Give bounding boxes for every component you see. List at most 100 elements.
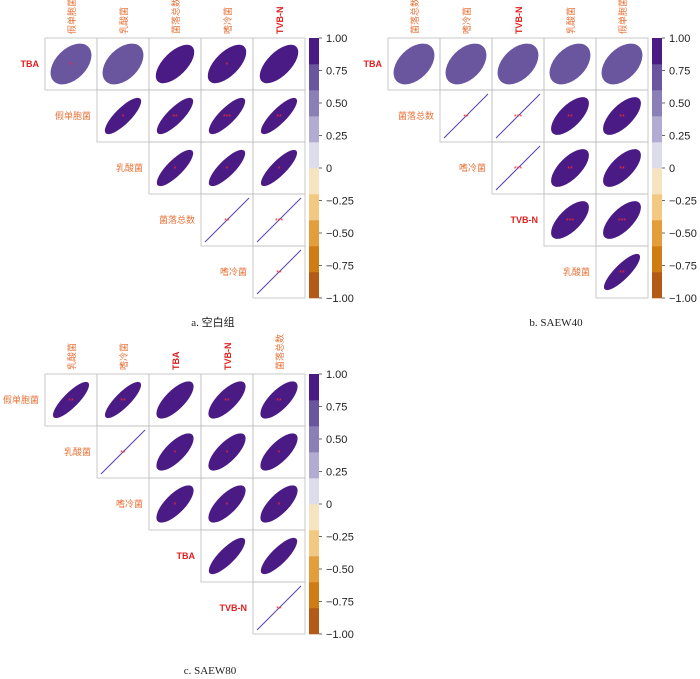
colorbar-tick-label: 0.25	[669, 131, 690, 143]
significance-mark: **	[120, 398, 126, 405]
row-axis-label: 乳酸菌	[116, 162, 143, 173]
panel-caption: a. 空白组	[191, 315, 234, 329]
colorbar-tick-label: −1.00	[669, 293, 697, 305]
correlation-ellipse	[156, 381, 194, 419]
correlation-ellipse	[549, 43, 591, 85]
colorbar: 1.00 0.75 0.50 0.25 0 −0.25 −0.50 −0.75 −1.00	[652, 33, 697, 305]
colorbar-bin	[309, 426, 319, 453]
colorbar-tick-label: −1.00	[326, 629, 354, 641]
top-axis-label: 乳酸菌	[565, 7, 576, 34]
significance-mark: **	[224, 218, 230, 225]
correlation-ellipse	[259, 44, 299, 84]
correlation-ellipse	[208, 433, 246, 471]
significance-mark: **	[224, 398, 230, 405]
correlation-ellipse	[551, 149, 589, 187]
row-axis-label: TBA	[364, 59, 383, 69]
panel-caption: b. SAEW40	[529, 317, 583, 329]
row-axis-label: 假单胞菌	[55, 110, 91, 121]
correlation-ellipse	[156, 97, 194, 135]
correlation-ellipse	[260, 485, 298, 523]
colorbar-bin	[309, 142, 319, 169]
correlation-ellipse	[603, 253, 641, 291]
colorbar-bin	[309, 246, 319, 273]
significance-mark: *	[226, 62, 229, 69]
row-axis-label: TVB-N	[511, 215, 539, 225]
correlation-ellipse	[603, 201, 641, 239]
significance-mark: **	[619, 166, 625, 173]
correlation-ellipse	[603, 149, 641, 187]
colorbar-bin	[309, 452, 319, 479]
correlation-line	[256, 249, 302, 295]
correlation-ellipse	[104, 97, 142, 135]
top-axis-label: 假单胞菌	[66, 0, 77, 34]
correlation-line	[495, 93, 541, 139]
significance-mark: **	[172, 114, 178, 121]
correlation-ellipse	[551, 97, 589, 135]
correlation-ellipse	[260, 149, 298, 187]
top-axis-label: 嗜冷菌	[461, 7, 472, 34]
significance-mark: *	[226, 502, 229, 509]
correlation-ellipse	[104, 381, 142, 419]
correlation-ellipse	[601, 43, 643, 85]
significance-mark: *	[174, 502, 177, 509]
colorbar-tick-label: 0.75	[669, 66, 690, 78]
colorbar-tick-label: −0.50	[669, 228, 697, 240]
significance-mark: *	[174, 166, 177, 173]
significance-mark: *	[278, 450, 281, 457]
colorbar-tick-label: 1.00	[326, 369, 347, 381]
colorbar-tick-label: 0.75	[326, 66, 347, 78]
correlation-ellipse	[102, 43, 144, 85]
correlation-ellipse	[260, 381, 298, 419]
significance-mark: **	[276, 398, 282, 405]
significance-mark: *	[226, 450, 229, 457]
correlation-line	[495, 145, 541, 191]
significance-mark: **	[68, 398, 74, 405]
colorbar-tick-label: −0.25	[326, 196, 354, 208]
significance-mark: ***	[514, 166, 522, 173]
colorbar-tick-label: −0.75	[669, 261, 697, 273]
correlation-ellipse	[260, 97, 298, 135]
significance-mark: ***	[514, 114, 522, 121]
correlation-ellipse	[603, 97, 641, 135]
significance-mark: *	[122, 114, 125, 121]
colorbar-bin	[309, 504, 319, 531]
correlation-line	[256, 197, 302, 243]
significance-mark: **	[463, 114, 469, 121]
correlation-line	[100, 429, 146, 475]
colorbar-bin	[652, 90, 662, 117]
significance-mark: **	[619, 270, 625, 277]
top-axis-label: 菌落总数	[409, 0, 420, 34]
panel-caption: c. SAEW80	[184, 665, 237, 677]
colorbar-bin	[652, 272, 662, 299]
correlation-ellipse	[208, 97, 246, 135]
colorbar-tick-label: 0.75	[326, 402, 347, 414]
colorbar-tick-label: 1.00	[326, 33, 347, 45]
row-axis-label: 乳酸菌	[563, 266, 590, 277]
colorbar-bin	[309, 168, 319, 195]
row-axis-label: 嗜冷菌	[459, 162, 486, 173]
colorbar-bin	[652, 168, 662, 195]
significance-mark: *	[174, 450, 177, 457]
correlation-ellipse	[393, 43, 435, 85]
colorbar-bin	[309, 220, 319, 247]
colorbar-tick-label: 0.25	[326, 467, 347, 479]
correlation-ellipse	[208, 149, 246, 187]
top-axis-label: 乳酸菌	[66, 343, 77, 370]
colorbar-tick-label: −1.00	[326, 293, 354, 305]
row-axis-label: TBA	[21, 59, 40, 69]
row-axis-label: 假单胞菌	[3, 394, 39, 405]
significance-mark: ***	[566, 218, 574, 225]
colorbar-tick-label: 0.50	[326, 434, 347, 446]
colorbar-bin	[309, 530, 319, 557]
colorbar-tick-label: 0	[326, 163, 332, 175]
colorbar-tick-label: 0	[326, 499, 332, 511]
colorbar-bin	[652, 246, 662, 273]
correlation-ellipse	[50, 43, 92, 85]
colorbar-tick-label: 0	[669, 163, 675, 175]
colorbar-tick-label: 0.50	[669, 98, 690, 110]
significance-mark: ***	[275, 218, 283, 225]
correlation-ellipse	[260, 433, 298, 471]
